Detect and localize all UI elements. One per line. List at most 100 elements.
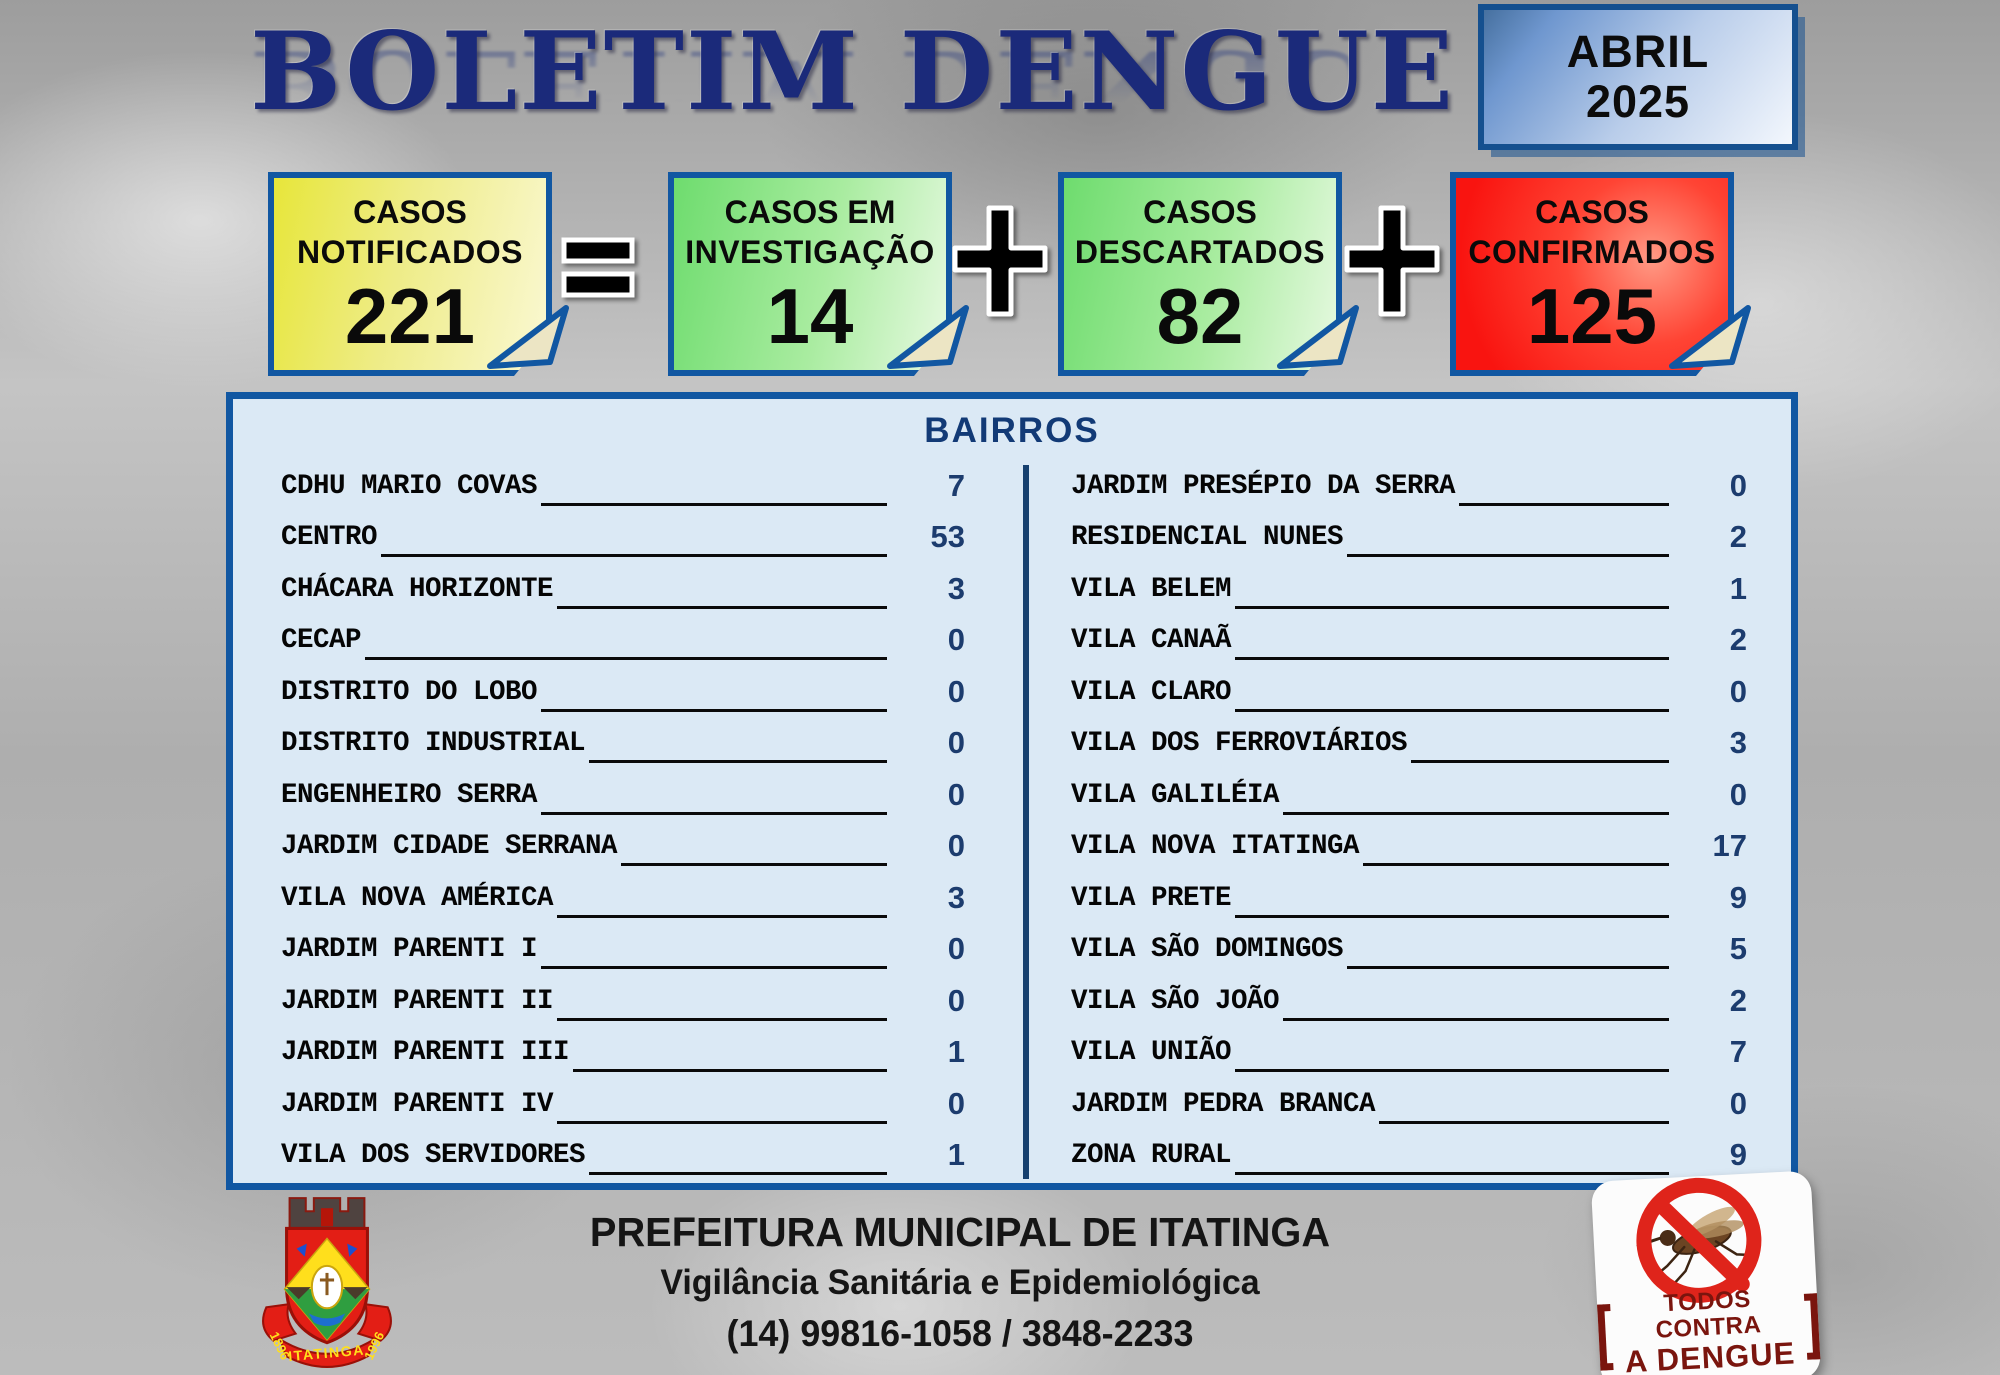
equals-icon <box>561 237 635 298</box>
bairro-name: VILA PRETE <box>1071 882 1232 914</box>
bairro-value: 53 <box>930 519 965 554</box>
underline <box>365 657 887 660</box>
underline <box>1379 1120 1669 1124</box>
bairro-row: JARDIM CIDADE SERRANA 0 <box>281 820 965 872</box>
bairro-name: CENTRO <box>281 522 378 553</box>
bairro-name: VILA CANAÃ <box>1071 625 1232 656</box>
card-casos-investigacao: CASOS EM INVESTIGAÇÃO 14 <box>668 172 952 376</box>
bairro-row: VILA PRETE 9 <box>1071 871 1747 923</box>
card-label: CASOS <box>353 194 467 230</box>
underline <box>1235 1069 1669 1072</box>
bairro-value: 3 <box>1729 725 1747 760</box>
card-value: 221 <box>344 272 476 360</box>
bairro-name: CDHU MARIO COVAS <box>281 470 538 502</box>
bairro-value: 0 <box>947 1085 965 1121</box>
bairro-name: CECAP <box>281 625 362 656</box>
bairro-name: JARDIM PARENTI III <box>281 1037 570 1068</box>
bairro-name: VILA UNIÃO <box>1071 1037 1232 1068</box>
bairro-value: 3 <box>947 570 965 606</box>
card-value: 82 <box>1156 272 1244 360</box>
bairro-row: DISTRITO DO LOBO 0 <box>281 665 965 717</box>
bairro-value: 5 <box>1729 931 1747 966</box>
card-label: DESCARTADOS <box>1074 234 1326 270</box>
card-casos-confirmados: CASOS CONFIRMADOS 125 <box>1450 172 1734 376</box>
bairro-row: VILA DOS SERVIDORES 1 <box>281 1129 965 1181</box>
bairro-row: CECAP 0 <box>281 614 965 666</box>
no-mosquito-icon <box>1636 1177 1762 1303</box>
underline <box>541 708 887 712</box>
bairro-name: VILA CLARO <box>1071 676 1232 708</box>
left-bracket-icon <box>1597 1303 1614 1371</box>
bairro-name: DISTRITO DO LOBO <box>281 676 538 708</box>
card-label: CASOS EM <box>724 194 896 230</box>
underline <box>1235 605 1669 609</box>
underline <box>1235 657 1669 660</box>
bairro-row: VILA CLARO 0 <box>1071 665 1747 717</box>
underline <box>557 1120 887 1124</box>
bairro-value: 0 <box>947 828 965 863</box>
bairro-name: VILA SÃO DOMINGOS <box>1071 934 1344 965</box>
bairro-value: 2 <box>1729 519 1747 554</box>
month-year: 2025 <box>1585 76 1691 127</box>
bairro-name: JARDIM PARENTI I <box>281 934 538 965</box>
underline <box>1235 1172 1669 1175</box>
bairro-value: 0 <box>1729 467 1747 503</box>
card-casos-notificados: CASOS NOTIFICADOS 221 <box>268 172 552 376</box>
underline <box>589 1172 887 1175</box>
footer-phones: (14) 99816-1058 / 3848-2233 <box>726 1313 1194 1354</box>
underline <box>541 966 887 969</box>
bairro-value: 1 <box>947 1137 965 1172</box>
bairro-value: 3 <box>947 879 965 915</box>
bairro-row: CDHU MARIO COVAS 7 <box>281 459 965 511</box>
card-casos-descartados: CASOS DESCARTADOS 82 <box>1058 172 1342 376</box>
bairro-name: JARDIM PARENTI II <box>281 985 554 1017</box>
bairro-row: CHÁCARA HORIZONTE 3 <box>281 562 965 614</box>
bairro-value: 7 <box>1729 1034 1747 1069</box>
bairro-row: JARDIM PRESÉPIO DA SERRA 0 <box>1071 459 1747 511</box>
underline <box>1283 1017 1669 1021</box>
underline <box>557 605 887 609</box>
underline <box>1347 966 1669 969</box>
bairro-value: 1 <box>947 1034 965 1069</box>
bairro-row: VILA NOVA ITATINGA 17 <box>1071 820 1747 872</box>
bairro-value: 0 <box>1729 673 1747 709</box>
dengue-slogan: TODOS CONTRA A DENGUE <box>1597 1283 1821 1375</box>
bairro-value: 0 <box>947 725 965 760</box>
bairro-value: 17 <box>1712 828 1747 863</box>
bairro-row: CENTRO 53 <box>281 511 965 563</box>
bairro-row: VILA CANAÃ 2 <box>1071 614 1747 666</box>
underline <box>1347 554 1669 557</box>
bairro-row: VILA NOVA AMÉRICA 3 <box>281 871 965 923</box>
bairro-row: ZONA RURAL 9 <box>1071 1129 1747 1181</box>
bairro-value: 1 <box>1729 570 1747 606</box>
bairro-value: 0 <box>947 622 965 657</box>
bairro-name: JARDIM PARENTI IV <box>281 1088 554 1120</box>
underline <box>1235 708 1669 712</box>
underline <box>1459 502 1669 506</box>
bairro-row: VILA GALILÉIA 0 <box>1071 768 1747 820</box>
bairro-row: JARDIM PARENTI I 0 <box>281 923 965 975</box>
bairro-value: 9 <box>1729 879 1747 915</box>
card-label: CONFIRMADOS <box>1468 234 1716 270</box>
underline <box>1283 811 1669 815</box>
bairro-name: ZONA RURAL <box>1071 1140 1232 1171</box>
card-value: 14 <box>766 272 854 360</box>
underline <box>557 914 887 918</box>
underline <box>1411 760 1669 763</box>
bairro-value: 0 <box>1729 776 1747 812</box>
plus-icon <box>952 205 1048 317</box>
underline <box>621 863 887 866</box>
card-label: NOTIFICADOS <box>297 234 523 270</box>
bairros-column-right: JARDIM PRESÉPIO DA SERRA 0 RESIDENCIAL NU… <box>1071 459 1747 1180</box>
bairro-row: JARDIM PARENTI III 1 <box>281 1026 965 1078</box>
bairro-name: VILA DOS FERROVIÁRIOS <box>1071 728 1408 759</box>
footer-org: PREFEITURA MUNICIPAL DE ITATINGA <box>589 1209 1331 1255</box>
footer-dept: Vigilância Sanitária e Epidemiológica <box>660 1263 1260 1302</box>
bairro-row: ENGENHEIRO SERRA 0 <box>281 768 965 820</box>
bairro-name: VILA DOS SERVIDORES <box>281 1140 586 1171</box>
bairro-name: CHÁCARA HORIZONTE <box>281 573 554 605</box>
bairro-value: 2 <box>1729 622 1747 657</box>
card-label: CASOS <box>1143 194 1257 230</box>
bairro-row: VILA UNIÃO 7 <box>1071 1026 1747 1078</box>
